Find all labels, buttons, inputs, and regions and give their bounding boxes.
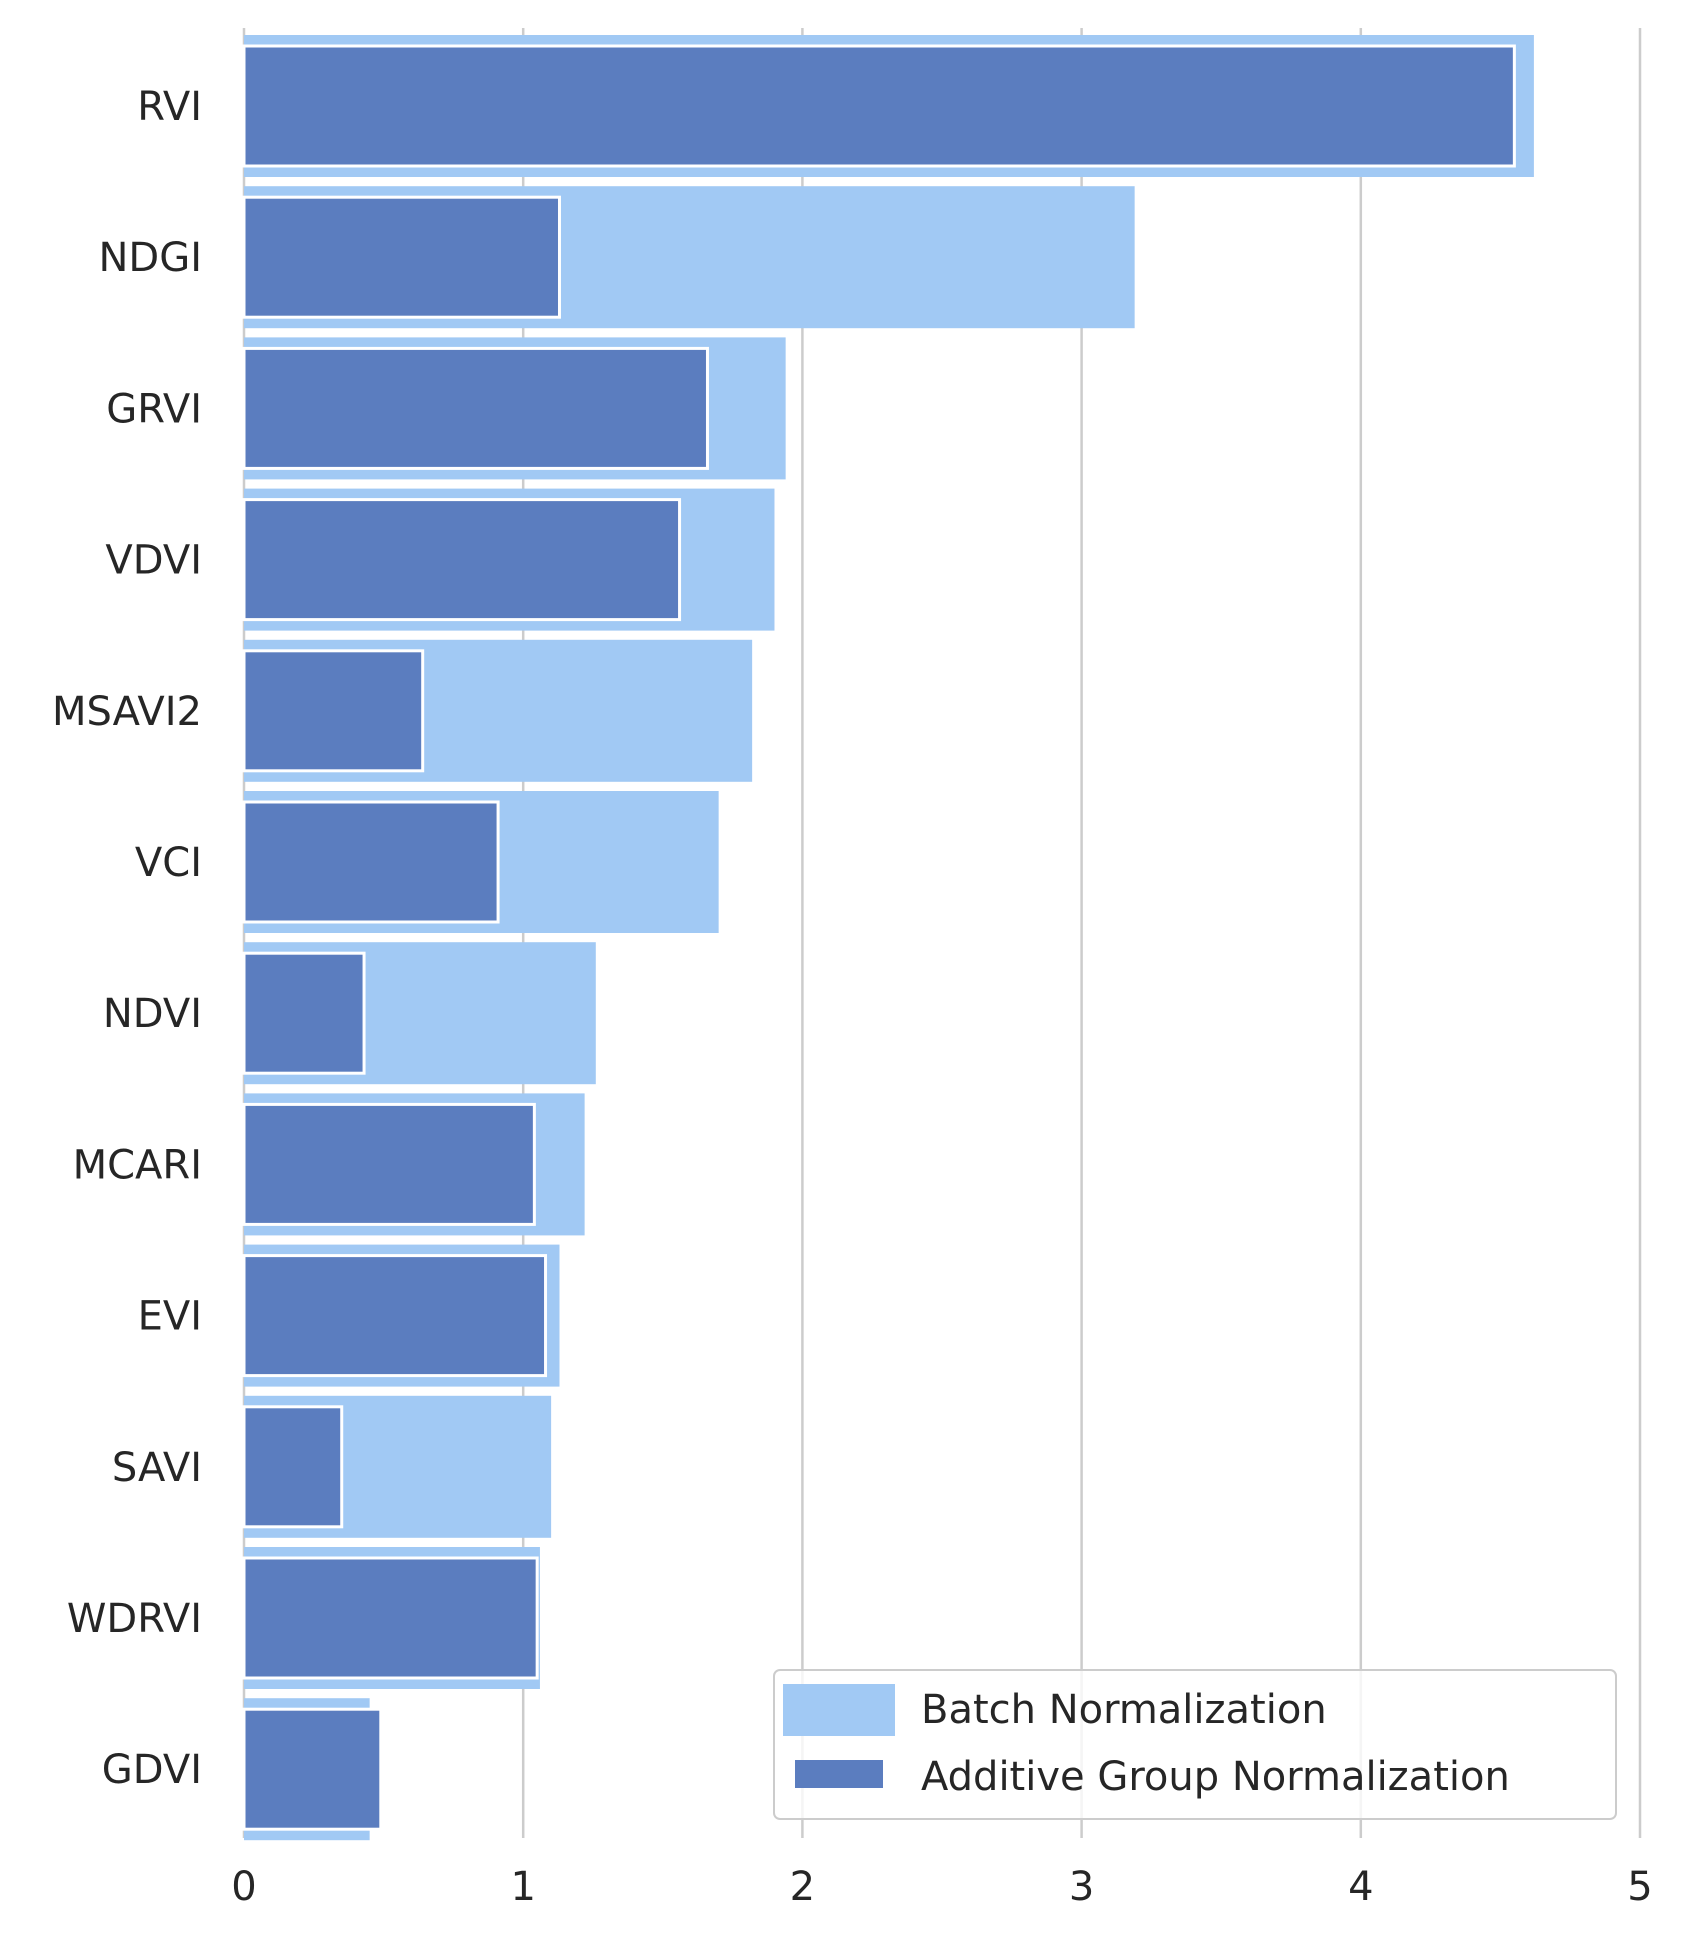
- x-tick-label-1: 1: [510, 1864, 535, 1910]
- bar-additive-group-normalization-evi: [242, 1254, 548, 1378]
- y-tick-label-grvi: GRVI: [106, 386, 202, 432]
- y-tick-label-gdvi: GDVI: [102, 1747, 202, 1793]
- legend: Batch Normalization Additive Group Norma…: [773, 1669, 1617, 1820]
- y-tick-label-rvi: RVI: [137, 84, 202, 130]
- y-tick-label-mcari: MCARI: [73, 1142, 202, 1188]
- bar-additive-group-normalization-wdrvi: [242, 1556, 539, 1680]
- bar-additive-group-normalization-gdvi: [242, 1707, 383, 1831]
- bar-additive-group-normalization-vci: [242, 800, 500, 924]
- bar-additive-group-normalization-ndvi: [242, 951, 366, 1075]
- bar-additive-group-normalization-vdvi: [242, 498, 682, 622]
- legend-label-batch-normalization: Batch Normalization: [921, 1687, 1327, 1733]
- legend-label-additive-group-normalization: Additive Group Normalization: [921, 1754, 1510, 1800]
- legend-swatch-additive-group-normalization: [795, 1760, 883, 1788]
- y-tick-label-vdvi: VDVI: [105, 538, 202, 584]
- y-tick-label-wdrvi: WDRVI: [67, 1596, 202, 1642]
- bar-additive-group-normalization-mcari: [242, 1102, 536, 1226]
- bar-additive-group-normalization-grvi: [242, 346, 709, 470]
- x-tick-label-5: 5: [1627, 1864, 1652, 1910]
- bar-additive-group-normalization-ndgi: [242, 195, 561, 319]
- x-tick-label-0: 0: [231, 1864, 256, 1910]
- y-tick-label-evi: EVI: [138, 1294, 202, 1340]
- bar-additive-group-normalization-msavi2: [242, 649, 425, 773]
- x-tick-label-2: 2: [790, 1864, 815, 1910]
- y-tick-label-vci: VCI: [135, 840, 202, 886]
- x-tick-label-3: 3: [1069, 1864, 1094, 1910]
- y-tick-label-ndvi: NDVI: [103, 991, 202, 1037]
- bar-additive-group-normalization-rvi: [242, 44, 1516, 168]
- y-tick-label-msavi2: MSAVI2: [52, 689, 202, 735]
- bar-additive-group-normalization-savi: [242, 1405, 344, 1529]
- y-tick-labels: RVI NDGI GRVI VDVI MSAVI2 VCI NDVI MCARI EVI SAVI…: [52, 84, 202, 1793]
- legend-swatch-batch-normalization: [783, 1684, 895, 1736]
- x-tick-label-4: 4: [1348, 1864, 1373, 1910]
- legend-frame: [773, 1669, 1617, 1820]
- y-tick-label-ndgi: NDGI: [98, 235, 202, 281]
- additive-group-normalization-bars: [242, 44, 1516, 1831]
- y-tick-label-savi: SAVI: [112, 1445, 202, 1491]
- x-tick-labels: 0 1 2 3 4 5: [231, 1864, 1652, 1910]
